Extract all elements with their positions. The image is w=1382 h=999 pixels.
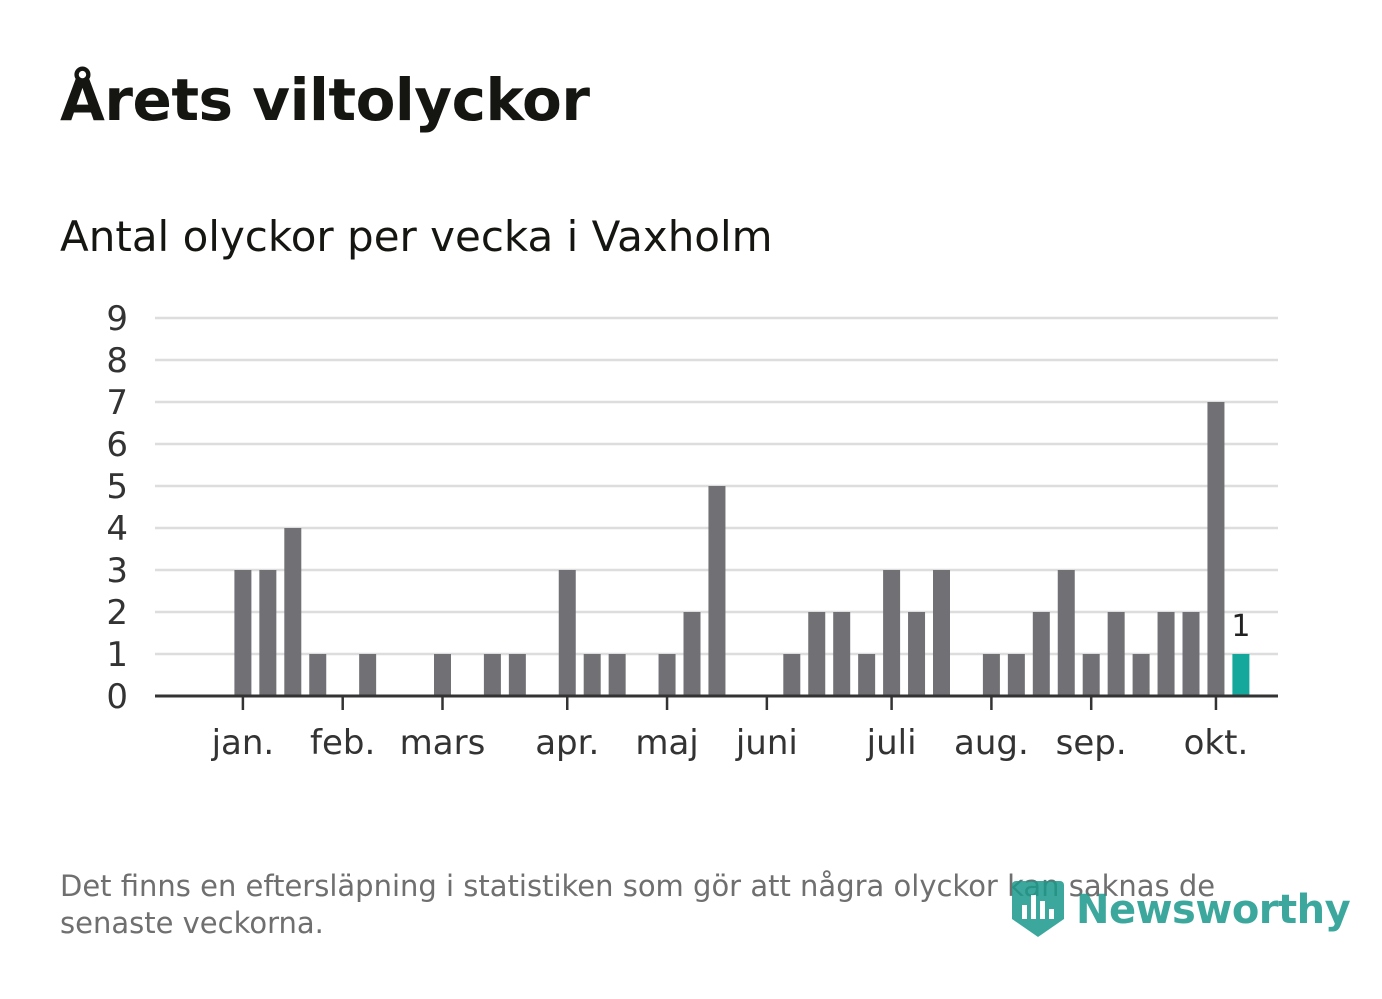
bar-week-11: [434, 654, 451, 696]
bar-week-35: [1032, 612, 1050, 696]
x-tick-label-mars: mars: [400, 723, 486, 763]
bar-week-20: [658, 654, 676, 696]
bar-week-29: [883, 570, 901, 696]
x-tick-label-maj: maj: [635, 723, 698, 763]
bar-week-43: [1232, 654, 1250, 696]
bar-week-22: [708, 486, 726, 696]
x-tick-label-okt.: okt.: [1184, 723, 1249, 763]
y-tick-label-3: 3: [106, 551, 128, 591]
bar-week-34: [1007, 654, 1025, 696]
bar-week-21: [683, 612, 701, 696]
x-tick-label-juni: juni: [735, 723, 798, 763]
bar-week-30: [908, 612, 926, 696]
y-tick-label-5: 5: [106, 467, 128, 507]
y-tick-label-7: 7: [106, 383, 128, 423]
y-tick-label-2: 2: [106, 593, 128, 633]
bar-week-17: [583, 654, 601, 696]
y-tick-label-1: 1: [106, 635, 128, 675]
x-tick-label-aug.: aug.: [954, 723, 1029, 763]
newsworthy-logo-text: Newsworthy: [1076, 887, 1351, 933]
bar-week-37: [1082, 654, 1100, 696]
bar-week-18: [608, 654, 626, 696]
newsworthy-logo[interactable]: Newsworthy: [1010, 878, 1351, 942]
y-tick-label-8: 8: [106, 341, 128, 381]
bar-week-25: [783, 654, 801, 696]
bar-week-28: [858, 654, 876, 696]
bar-week-31: [933, 570, 950, 696]
bar-week-13: [483, 654, 501, 696]
bar-week-6: [309, 654, 327, 696]
data-labels: 1: [1231, 609, 1250, 644]
x-tick-label-jan.: jan.: [211, 723, 275, 763]
y-tick-label-4: 4: [106, 509, 128, 549]
chart-subtitle: Antal olyckor per vecka i Vaxholm: [60, 212, 773, 261]
bar-week-16: [558, 570, 576, 696]
bar-week-38: [1107, 612, 1125, 696]
bar-week-14: [508, 654, 526, 696]
x-axis: [155, 694, 1278, 710]
bar-week-41: [1182, 612, 1200, 696]
bar-week-27: [833, 612, 851, 696]
x-tick-label-feb.: feb.: [310, 723, 375, 763]
bar-week-39: [1132, 654, 1150, 696]
bar-week-40: [1157, 612, 1175, 696]
bar-week-3: [234, 570, 252, 696]
bars: [234, 402, 1250, 696]
chart-title: Årets viltolyckor: [60, 66, 590, 134]
bar-week-26: [808, 612, 826, 696]
y-tick-label-6: 6: [106, 425, 128, 465]
bar-week-42: [1207, 402, 1225, 696]
bar-week-5: [284, 528, 302, 696]
data-label-highlight: 1: [1231, 609, 1250, 644]
newsworthy-logo-icon: [1012, 881, 1064, 937]
x-axis-tick-labels: jan. feb. mars apr. maj juni juli aug. sep. okt.: [211, 723, 1249, 763]
x-tick-label-juli: juli: [866, 723, 917, 763]
bar-week-4: [259, 570, 277, 696]
x-tick-label-apr.: apr.: [535, 723, 599, 763]
bar-week-33: [982, 654, 1000, 696]
x-tick-label-sep.: sep.: [1056, 723, 1127, 763]
y-tick-label-9: 9: [106, 299, 128, 339]
y-tick-label-0: 0: [106, 677, 128, 717]
bar-week-36: [1057, 570, 1075, 696]
bar-week-8: [359, 654, 377, 696]
